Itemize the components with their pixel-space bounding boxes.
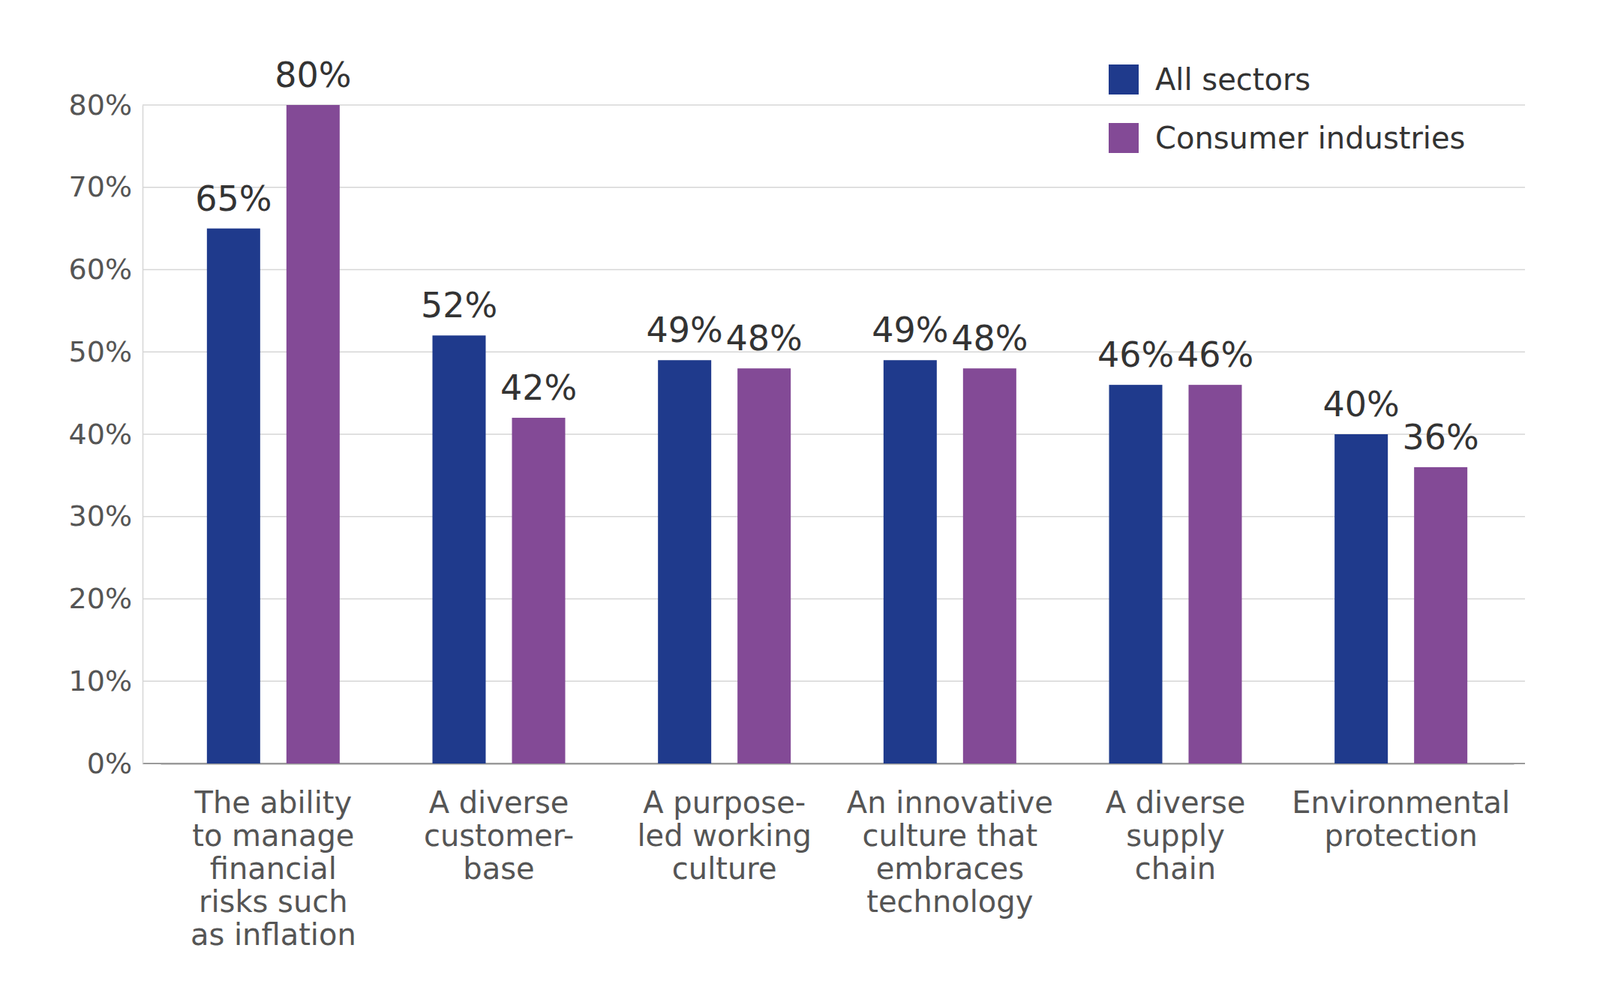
y-tick-label: 50%: [69, 335, 133, 369]
data-labels: 65% 52% 49% 49% 46% 40% 80% 42% 48% 48% 46% 36%: [195, 54, 1480, 458]
x-tick-label-line: to manage: [192, 818, 355, 853]
y-axis: 0% 10% 20% 30% 40% 50% 60% 70% 80%: [69, 88, 144, 781]
x-tick-label: A diversesupplychain: [1105, 785, 1246, 886]
y-tick-label: 0%: [87, 747, 133, 781]
x-tick-label-line: base: [462, 851, 535, 886]
y-tick-label: 60%: [69, 252, 133, 286]
grid-line: [142, 681, 1525, 683]
bar: [512, 417, 566, 764]
x-tick-label-line: technology: [866, 884, 1033, 919]
y-tick: 50%: [69, 335, 143, 369]
grid-line: [142, 104, 1525, 106]
data-label: 65%: [195, 178, 272, 220]
y-tick: 80%: [69, 88, 143, 122]
bar: [963, 368, 1017, 764]
y-tick: 0%: [87, 747, 143, 781]
grid-line: [142, 186, 1525, 189]
x-tick: A diversecustomer-base: [423, 763, 574, 886]
legend-swatch: [1108, 64, 1139, 95]
y-tick: 70%: [69, 170, 143, 204]
y-tick: 20%: [69, 582, 143, 616]
y-tick-label: 10%: [69, 664, 133, 698]
bar: [657, 360, 712, 764]
x-tick-label-line: led working: [636, 818, 811, 853]
legend-swatch: [1108, 123, 1139, 154]
bar: [737, 368, 791, 764]
grid-line: [142, 351, 1525, 354]
grid-line: [142, 762, 1525, 765]
x-tick-label-line: The ability: [193, 785, 352, 820]
x-tick-label-line: embraces: [876, 851, 1024, 886]
x-tick-label-line: customer-: [423, 818, 574, 853]
x-tick-label-line: A diverse: [1105, 785, 1246, 820]
legend: All sectors Consumer industries: [1108, 62, 1465, 156]
data-label: 36%: [1402, 417, 1480, 458]
y-tick-label: 70%: [69, 170, 133, 204]
grid-line: [142, 516, 1525, 518]
grid-line: [142, 598, 1525, 601]
data-label: 49%: [871, 309, 949, 351]
bar: [1334, 434, 1388, 764]
x-tick-label-line: chain: [1134, 851, 1216, 886]
bar: [207, 228, 261, 764]
x-axis: The abilityto managefinancialrisks sucha…: [161, 763, 1515, 952]
grid-line: [142, 269, 1525, 271]
y-tick-label: 80%: [69, 88, 133, 122]
grid-line: [142, 433, 1525, 436]
y-tick-label: 40%: [69, 417, 133, 451]
y-tick: 60%: [69, 252, 143, 286]
x-tick: Environmentalprotection: [1291, 763, 1510, 853]
x-tick-label-line: as inflation: [190, 917, 357, 952]
x-tick: The abilityto managefinancialrisks sucha…: [190, 763, 357, 952]
data-label: 48%: [951, 318, 1028, 359]
legend-label: Consumer industries: [1155, 120, 1465, 156]
data-label: 52%: [420, 285, 498, 326]
x-tick-label: A purpose-led workingculture: [636, 785, 811, 886]
data-label: 80%: [274, 54, 352, 96]
x-tick-label: An innovativeculture thatembracestechnol…: [846, 785, 1054, 919]
x-tick-label-line: supply: [1125, 818, 1225, 853]
bars: [207, 105, 1468, 764]
y-tick: 30%: [69, 499, 143, 533]
x-tick-label-line: protection: [1323, 818, 1477, 853]
data-label: 40%: [1323, 384, 1400, 425]
legend-label: All sectors: [1155, 62, 1311, 97]
bar: [1188, 384, 1243, 764]
y-tick: 10%: [69, 664, 143, 698]
data-label: 46%: [1176, 334, 1254, 376]
y-tick-label: 20%: [69, 582, 133, 616]
bar: [286, 105, 340, 764]
bar: [1413, 467, 1468, 764]
chart: 0% 10% 20% 30% 40% 50% 60% 70% 80% The abilityto …: [0, 0, 1600, 981]
bar: [883, 360, 937, 764]
data-label: 46%: [1097, 334, 1174, 376]
x-tick-label-line: A diverse: [429, 785, 570, 820]
x-axis-line: [161, 763, 1515, 766]
data-label: 48%: [726, 318, 803, 359]
y-axis-line: [142, 105, 145, 765]
data-label: 49%: [646, 309, 724, 351]
x-tick-label: Environmentalprotection: [1291, 785, 1510, 853]
x-tick: A purpose-led workingculture: [636, 763, 811, 886]
y-tick-label: 30%: [69, 499, 133, 533]
x-tick-label: A diversecustomer-base: [423, 785, 574, 886]
x-tick-label-line: culture: [672, 851, 778, 886]
grid: [142, 105, 1525, 764]
x-tick-label-line: culture that: [862, 818, 1039, 853]
x-tick-label: The abilityto managefinancialrisks sucha…: [190, 785, 357, 952]
x-tick-label-line: risks such: [198, 884, 349, 919]
x-tick-label-line: financial: [210, 851, 337, 886]
bar: [1109, 384, 1163, 764]
x-tick-label-line: A purpose-: [642, 785, 806, 820]
x-tick-label-line: Environmental: [1291, 785, 1510, 820]
x-tick: An innovativeculture thatembracestechnol…: [846, 763, 1054, 919]
data-label: 42%: [500, 367, 577, 409]
x-tick: A diversesupplychain: [1105, 763, 1246, 886]
y-tick: 40%: [69, 417, 143, 451]
x-tick-label-line: An innovative: [846, 785, 1054, 820]
bar: [432, 335, 487, 764]
